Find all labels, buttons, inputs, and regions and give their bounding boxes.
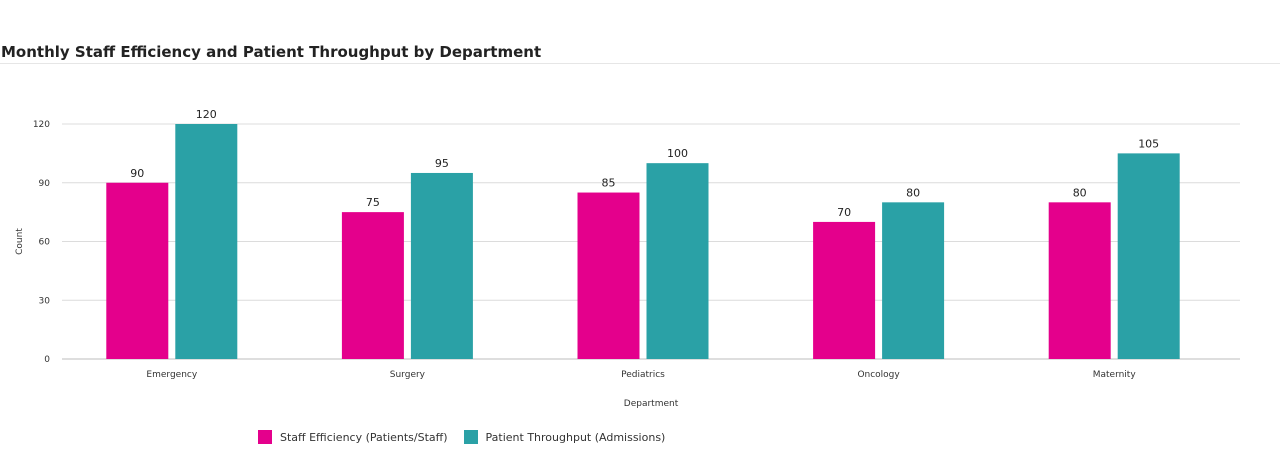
legend-label-patient-throughput: Patient Throughput (Admissions): [485, 430, 666, 444]
y-tick-label-0: 0: [44, 355, 50, 365]
legend: Staff Efficiency (Patients/Staff) Patien…: [258, 430, 681, 444]
x-tick-label-oncology: Oncology: [857, 370, 900, 380]
chart-title: Monthly Staff Efficiency and Patient Thr…: [1, 43, 542, 61]
x-tick-label-emergency: Emergency: [146, 370, 197, 380]
data-label-patient-throughput-surgery: 95: [435, 157, 449, 170]
y-tick-label-60: 60: [39, 238, 51, 248]
bar-staff-efficiency-pediatrics: [577, 192, 640, 359]
legend-swatch-patient-throughput: [463, 430, 478, 444]
y-tick-label-90: 90: [39, 179, 51, 189]
data-label-patient-throughput-oncology: 80: [906, 186, 920, 199]
legend-item-patient-throughput[interactable]: Patient Throughput (Admissions): [463, 430, 666, 444]
y-axis-title: Count: [15, 228, 25, 255]
data-label-staff-efficiency-oncology: 70: [837, 206, 851, 219]
y-tick-label-120: 120: [33, 120, 50, 130]
x-tick-label-pediatrics: Pediatrics: [621, 370, 665, 380]
data-label-staff-efficiency-emergency: 90: [130, 167, 144, 180]
bar-staff-efficiency-surgery: [341, 212, 404, 359]
x-axis-title: Department: [624, 399, 679, 409]
bar-chart: 0 30 60 90 120 Count 90 120 Emergency 75 95 Surgery…: [15, 108, 1240, 409]
legend-label-staff-efficiency: Staff Efficiency (Patients/Staff): [280, 430, 448, 444]
data-label-patient-throughput-maternity: 105: [1138, 137, 1159, 150]
bar-staff-efficiency-maternity: [1048, 202, 1111, 359]
bar-patient-throughput-surgery: [410, 172, 473, 359]
legend-swatch-staff-efficiency: [258, 430, 272, 444]
title-bar: Monthly Staff Efficiency and Patient Thr…: [0, 0, 1280, 64]
data-label-staff-efficiency-surgery: 75: [366, 196, 380, 209]
bar-patient-throughput-pediatrics: [646, 163, 709, 359]
y-tick-label-30: 30: [39, 296, 51, 306]
bar-patient-throughput-maternity: [1117, 153, 1180, 359]
bar-staff-efficiency-oncology: [813, 221, 876, 359]
x-tick-label-surgery: Surgery: [390, 370, 426, 380]
data-label-staff-efficiency-maternity: 80: [1073, 186, 1087, 199]
bar-patient-throughput-oncology: [882, 202, 945, 359]
data-label-patient-throughput-pediatrics: 100: [667, 147, 688, 160]
data-label-patient-throughput-emergency: 120: [196, 108, 217, 121]
bar-patient-throughput-emergency: [175, 124, 238, 359]
legend-item-staff-efficiency[interactable]: Staff Efficiency (Patients/Staff): [258, 430, 448, 444]
data-label-staff-efficiency-pediatrics: 85: [602, 177, 616, 190]
x-tick-label-maternity: Maternity: [1093, 370, 1137, 380]
bar-staff-efficiency-emergency: [106, 182, 169, 359]
